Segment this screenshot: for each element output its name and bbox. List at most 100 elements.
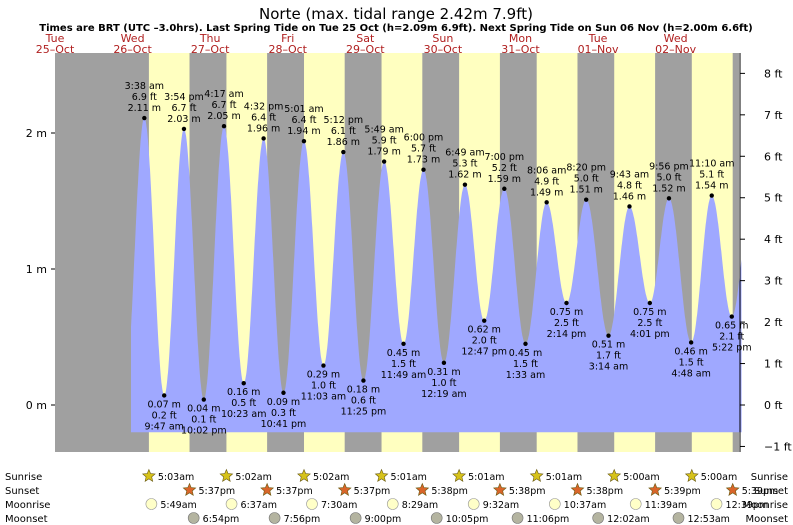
high-tide-point [544, 200, 549, 205]
moonrise-time: 10:37am [564, 500, 606, 511]
tide-time-label: 2:14 pm [547, 329, 587, 340]
low-tide-point [688, 340, 694, 345]
moonrise-time: 7:30am [321, 500, 357, 511]
tide-time-label: 11:03 am [301, 392, 346, 403]
moonrise-icon [629, 498, 642, 510]
moonset-icon [268, 512, 281, 524]
sunrise-icon [219, 468, 234, 482]
low-tide-point [281, 390, 286, 395]
tide-height-ft-label: 0.6 ft [351, 396, 376, 407]
moonset-icon [349, 512, 362, 524]
tide-height-m-label: 0.45 m [509, 348, 542, 359]
tide-height-m-label: 0.07 m [147, 399, 180, 410]
low-tide-point [564, 300, 569, 306]
tide-height-m-label: 1.52 m [652, 183, 685, 194]
high-tide-point [381, 159, 387, 164]
sunrise-time: 5:02am [313, 472, 349, 483]
moonrise-time: 9:32am [483, 500, 519, 511]
right-tick-label: −1 ft [764, 440, 792, 453]
moonset-time: 6:54pm [203, 514, 240, 525]
tide-height-m-label: 1.94 m [287, 126, 320, 137]
tide-height-ft-label: 5.0 ft [656, 172, 681, 183]
astro-row-label-right: Sunset [754, 486, 788, 497]
moonset-time: 7:56pm [284, 514, 321, 525]
tide-time-label: 3:14 am [589, 362, 628, 373]
moonrise-icon [145, 498, 158, 510]
tide-height-m-label: 0.45 m [387, 348, 420, 359]
tide-points: 3:38 am6.9 ft2.11 m 0.07 m0.2 ft9:47 am 3:… [125, 81, 752, 437]
tide-time-label: 1:33 am [506, 370, 545, 381]
sunrise-icon [684, 468, 699, 482]
tide-height-ft-label: 6.4 ft [251, 112, 276, 123]
tide-height-m-label: 1.49 m [530, 187, 563, 198]
date-label: 25–Oct [36, 43, 75, 56]
tide-height-m-label: 0.29 m [307, 370, 340, 381]
moonrise-time: 8:29am [402, 500, 438, 511]
tide-height-m-label: 1.96 m [247, 123, 280, 134]
tide-height-m-label: 0.31 m [427, 367, 460, 378]
moonrise-icon [710, 498, 723, 510]
tide-height-m-label: 0.09 m [267, 397, 300, 408]
tide-height-ft-label: 5.9 ft [372, 136, 397, 147]
high-tide-point [709, 193, 714, 198]
tide-height-ft-label: 2.0 ft [472, 336, 497, 347]
sunset-time: 5:38pm [509, 486, 546, 497]
moonrise-icon [549, 498, 561, 510]
day-of-week-label: Sun [432, 32, 453, 45]
tide-time-label: 4:32 pm [244, 101, 284, 112]
tide-height-m-label: 2.03 m [167, 114, 200, 125]
tide-height-ft-label: 1.7 ft [596, 351, 621, 362]
date-label: 31–Oct [501, 43, 540, 56]
tide-time-label: 6:49 am [445, 148, 484, 159]
tide-height-m-label: 1.59 m [488, 174, 521, 185]
date-label: 02–Nov [655, 43, 696, 56]
date-label: 01–Nov [578, 43, 619, 56]
tide-time-label: 12:19 am [421, 389, 466, 400]
tide-area [131, 118, 742, 433]
astro-row-label-left: Sunrise [5, 472, 42, 483]
tide-time-label: 6:00 pm [404, 133, 444, 144]
tide-height-m-label: 1.79 m [367, 147, 400, 158]
tide-height-m-label: 1.54 m [695, 181, 728, 192]
astro-row-label-left: Moonrise [5, 500, 50, 511]
low-tide-point [729, 314, 734, 319]
sunrise-time: 5:01am [546, 472, 582, 483]
tide-time-label: 10:23 am [221, 409, 266, 420]
sunset-icon [570, 482, 585, 496]
sunset-icon [182, 482, 197, 496]
tide-height-ft-label: 2.5 ft [637, 318, 662, 329]
moonrise-icon [467, 498, 480, 510]
moonset-time: 12:02am [607, 514, 649, 525]
moonset-icon [672, 512, 685, 524]
tide-time-label: 4:48 am [671, 368, 710, 379]
date-label: 30–Oct [424, 43, 463, 56]
low-tide-point [162, 393, 167, 398]
astro-row-label-left: Moonset [5, 514, 48, 525]
low-tide-point [441, 360, 447, 366]
sunrise-time: 5:02am [235, 472, 271, 483]
moonrise-time: 5:49am [160, 500, 196, 511]
moonrise-icon [225, 498, 238, 510]
low-tide-point [321, 363, 326, 368]
tide-time-label: 5:22 pm [712, 343, 752, 354]
high-tide-point [462, 182, 468, 187]
high-tide-point [666, 196, 672, 201]
moonset-time: 12:53am [687, 514, 729, 525]
tide-height-m-label: 1.51 m [569, 185, 602, 196]
moonset-time: 10:05pm [446, 514, 489, 525]
tide-height-m-label: 0.75 m [633, 307, 666, 318]
tide-height-m-label: 0.18 m [347, 385, 380, 396]
tide-height-ft-label: 4.8 ft [617, 180, 642, 191]
low-tide-point [241, 381, 246, 386]
sunrise-icon [607, 468, 622, 482]
tide-height-m-label: 1.62 m [448, 170, 481, 181]
high-tide-point [421, 167, 426, 172]
high-tide-point [142, 115, 147, 121]
date-label: 29–Oct [346, 43, 385, 56]
tide-height-ft-label: 0.2 ft [152, 410, 177, 421]
right-tick-label: 6 ft [764, 150, 783, 163]
right-tick-label: 5 ft [764, 192, 783, 205]
tide-height-ft-label: 6.7 ft [211, 100, 236, 111]
moonset-icon [187, 512, 200, 524]
tide-time-label: 4:01 pm [630, 329, 670, 340]
